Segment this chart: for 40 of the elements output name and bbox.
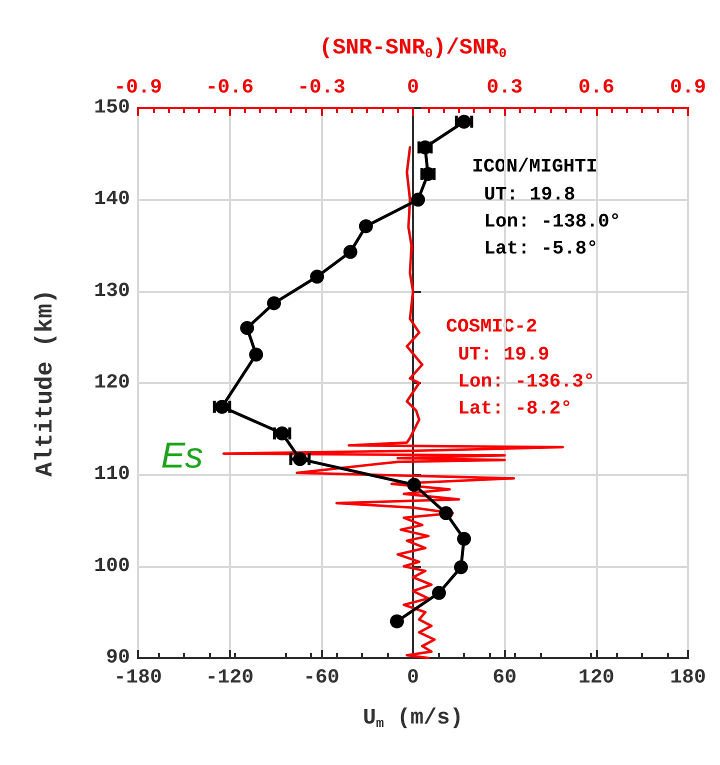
y-tick-label: 140 bbox=[94, 188, 130, 212]
y-tick-label: 110 bbox=[94, 463, 130, 486]
annotation: UT: 19.8 Lon: -138.0° Lat: -5.8° bbox=[484, 184, 621, 260]
annotation: UT: 19.9 Lon: -136.3° Lat: -8.2° bbox=[458, 344, 595, 420]
x-tick-label: -180 bbox=[114, 666, 162, 690]
x-tick-label: 120 bbox=[578, 666, 614, 690]
x2-tick-label: -0.3 bbox=[297, 76, 346, 100]
x2-tick-label: 0.3 bbox=[486, 76, 523, 100]
x-tick-label: 60 bbox=[492, 666, 517, 690]
x2-tick-label: -0.6 bbox=[206, 76, 254, 100]
y-axis-title: Altitude (km) bbox=[32, 289, 60, 477]
point bbox=[454, 560, 468, 574]
annotation: Es bbox=[160, 434, 204, 476]
y-tick-label: 100 bbox=[94, 554, 130, 578]
y-tick-label: 130 bbox=[94, 280, 130, 303]
point bbox=[432, 586, 446, 600]
series-label: COSMIC-2 bbox=[446, 316, 538, 338]
x-tick-label: -120 bbox=[206, 666, 254, 690]
point bbox=[457, 532, 472, 546]
y-tick-label: 90 bbox=[106, 646, 130, 670]
point bbox=[439, 506, 453, 520]
x-tick-label: -60 bbox=[303, 666, 340, 690]
point bbox=[411, 192, 426, 207]
y-tick-label: 120 bbox=[94, 372, 130, 394]
x-tick-label: 0 bbox=[406, 666, 420, 690]
point bbox=[249, 348, 264, 362]
x2-tick-label: 0 bbox=[406, 76, 420, 100]
point bbox=[358, 219, 373, 234]
x2-tick-label: 0.6 bbox=[578, 76, 614, 100]
point bbox=[240, 321, 254, 335]
y-tick-label: 150 bbox=[94, 96, 130, 120]
point bbox=[390, 614, 404, 628]
point bbox=[310, 270, 324, 284]
point bbox=[407, 478, 422, 492]
point bbox=[343, 244, 358, 259]
point bbox=[266, 296, 281, 310]
series-label: ICON/MIGHTI bbox=[472, 156, 598, 178]
x-tick-label: 180 bbox=[670, 666, 706, 690]
x2-tick-label: 0.9 bbox=[670, 76, 706, 100]
x2-tick-label: -0.9 bbox=[114, 76, 162, 100]
